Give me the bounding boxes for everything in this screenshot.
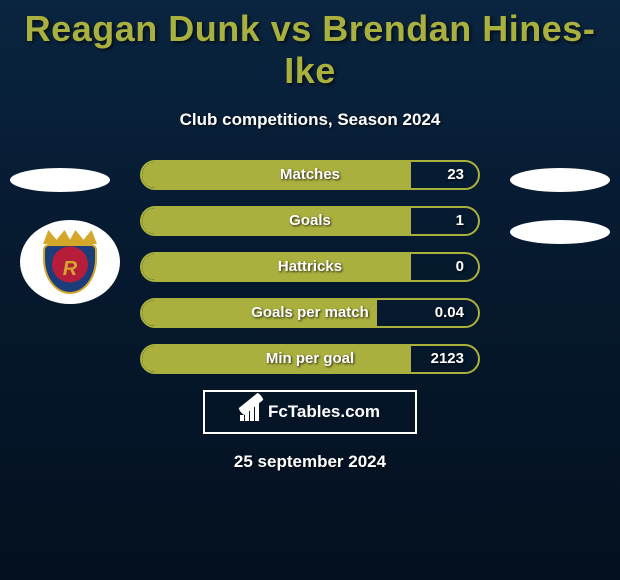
snapshot-date: 25 september 2024 xyxy=(0,452,620,472)
player-slot-right-1 xyxy=(510,168,610,192)
comparison-panel: R Matches 23 Goals 1 Hattricks 0 Goals p… xyxy=(0,160,620,472)
stat-label: Goals per match xyxy=(142,300,478,326)
stat-label: Hattricks xyxy=(142,254,478,280)
stat-row-hattricks: Hattricks 0 xyxy=(140,252,480,282)
stat-row-goals-per-match: Goals per match 0.04 xyxy=(140,298,480,328)
stat-label: Min per goal xyxy=(142,346,478,372)
club-crest-graphic: R xyxy=(43,230,97,294)
stat-row-matches: Matches 23 xyxy=(140,160,480,190)
stat-label: Goals xyxy=(142,208,478,234)
stat-row-goals: Goals 1 xyxy=(140,206,480,236)
stats-list: Matches 23 Goals 1 Hattricks 0 Goals per… xyxy=(140,160,480,374)
player-slot-left xyxy=(10,168,110,192)
club-crest: R xyxy=(20,220,120,304)
stat-row-min-per-goal: Min per goal 2123 xyxy=(140,344,480,374)
stat-value: 2123 xyxy=(431,346,464,372)
stat-value: 0 xyxy=(456,254,464,280)
page-subtitle: Club competitions, Season 2024 xyxy=(0,110,620,130)
stat-label: Matches xyxy=(142,162,478,188)
stat-value: 1 xyxy=(456,208,464,234)
stat-value: 0.04 xyxy=(435,300,464,326)
player-slot-right-2 xyxy=(510,220,610,244)
brand-icon xyxy=(240,403,262,421)
brand-link[interactable]: FcTables.com xyxy=(203,390,417,434)
page-title: Reagan Dunk vs Brendan Hines-Ike xyxy=(0,0,620,92)
stat-value: 23 xyxy=(447,162,464,188)
brand-label: FcTables.com xyxy=(268,402,380,422)
